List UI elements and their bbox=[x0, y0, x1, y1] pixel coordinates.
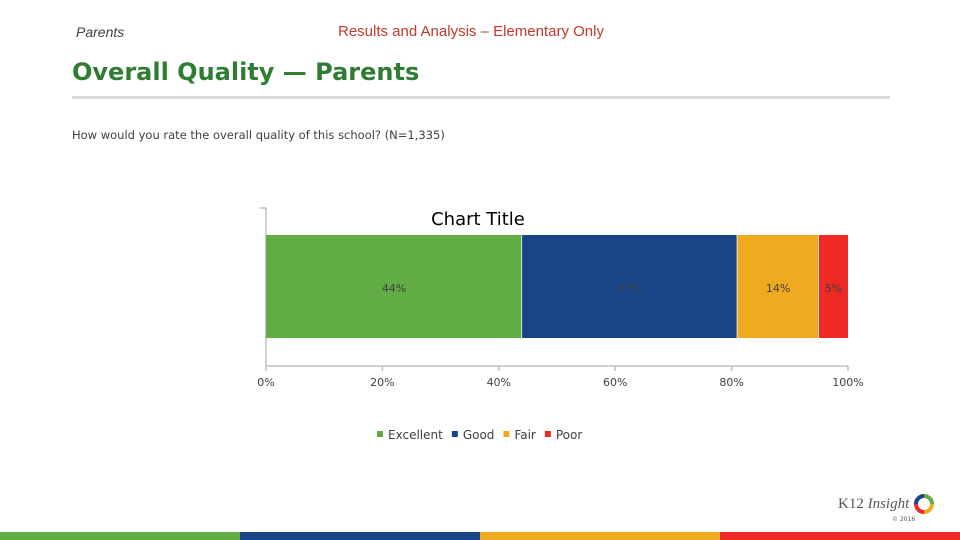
data-label-poor: 5% bbox=[825, 282, 842, 295]
band-segment bbox=[720, 532, 960, 540]
x-tick-label: 80% bbox=[719, 376, 743, 389]
chart-title: Chart Title bbox=[431, 209, 525, 230]
logo-text-main: K12 bbox=[838, 496, 868, 512]
survey-question: How would you rate the overall quality o… bbox=[72, 128, 445, 142]
bar-segment-fair bbox=[737, 235, 819, 338]
section-label: Parents bbox=[76, 24, 125, 40]
copyright: © 2016 bbox=[892, 516, 916, 523]
header-title: Results and Analysis – Elementary Only bbox=[338, 23, 604, 40]
page-title: Overall Quality — Parents bbox=[72, 58, 420, 86]
band-segment bbox=[0, 532, 240, 540]
legend-swatch-good bbox=[451, 431, 458, 437]
bar-segment-good bbox=[522, 235, 738, 338]
legend-swatch-excellent bbox=[377, 431, 383, 437]
data-label-excellent: 44% bbox=[382, 282, 406, 295]
title-divider bbox=[72, 96, 890, 99]
logo-text-italic: Insight bbox=[867, 496, 910, 512]
legend-label-fair: Fair bbox=[514, 428, 535, 442]
legend-swatch-fair bbox=[503, 431, 510, 437]
x-tick-label: 60% bbox=[603, 376, 627, 389]
legend-label-poor: Poor bbox=[556, 428, 582, 442]
logo-text: K12 Insight bbox=[838, 496, 909, 513]
band-segment bbox=[240, 532, 480, 540]
x-tick-label: 40% bbox=[487, 376, 511, 389]
legend-label-good: Good bbox=[463, 428, 495, 442]
data-label-fair: 14% bbox=[766, 282, 790, 295]
logo-ring-icon bbox=[914, 494, 934, 514]
legend-swatch-poor bbox=[544, 431, 551, 437]
bottom-color-band bbox=[0, 532, 960, 540]
x-tick-label: 0% bbox=[257, 376, 274, 389]
bar-segment-excellent bbox=[266, 235, 523, 338]
x-tick-label: 100% bbox=[832, 376, 863, 389]
k12-insight-logo: K12 Insight © 2016 bbox=[838, 494, 938, 526]
bar-segment-poor bbox=[818, 235, 848, 338]
legend-label-excellent: Excellent bbox=[388, 428, 443, 442]
band-segment bbox=[480, 532, 720, 540]
data-label-good: 37% bbox=[618, 282, 642, 295]
x-tick-label: 20% bbox=[370, 376, 394, 389]
